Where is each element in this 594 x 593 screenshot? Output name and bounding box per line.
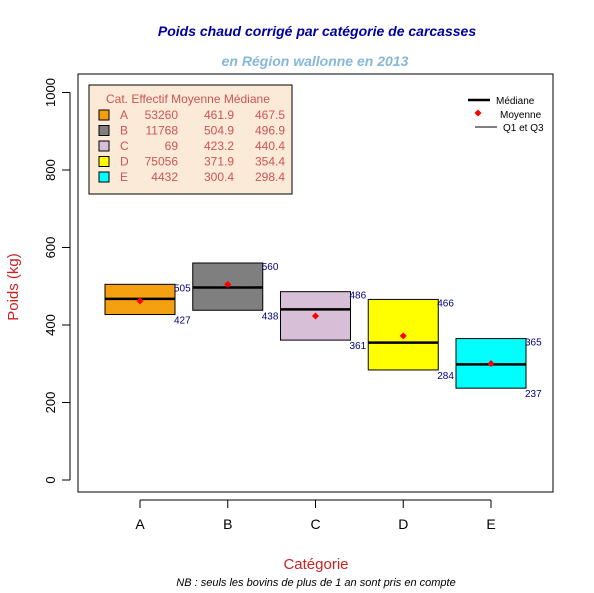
y-tick-label: 600 — [43, 237, 58, 259]
table-count: 11768 — [146, 124, 179, 138]
q1-label-A: 427 — [174, 316, 191, 327]
table-median: 298.4 — [255, 170, 285, 184]
plot-frame — [77, 73, 554, 493]
table-mean: 300.4 — [204, 170, 234, 184]
q3-label-B: 560 — [262, 262, 279, 273]
x-tick-label: C — [310, 516, 320, 532]
table-cat: C — [120, 139, 129, 153]
table-median: 440.4 — [255, 139, 285, 153]
table-median: 496.9 — [255, 124, 285, 138]
mean-point-A — [136, 297, 144, 305]
q3-label-E: 365 — [525, 338, 542, 349]
q1-label-C: 361 — [350, 341, 367, 352]
table-mean: 371.9 — [204, 155, 234, 169]
legend: Médiane Moyenne Q1 et Q3 — [468, 96, 544, 134]
mean-point-E — [487, 360, 495, 368]
table-cat: A — [120, 108, 128, 122]
q1-label-B: 438 — [262, 311, 279, 322]
y-tick-label: 1000 — [43, 78, 58, 107]
table-count: 69 — [165, 139, 179, 153]
y-axis-label: Poids (kg) — [5, 253, 22, 321]
legend-median-label: Médiane — [496, 96, 535, 107]
q1-label-E: 237 — [525, 389, 542, 400]
table-swatch-E — [98, 171, 110, 183]
table-cat: E — [120, 170, 128, 184]
table-swatch-C — [98, 140, 110, 152]
q3-label-A: 505 — [174, 283, 191, 294]
x-axis-label: Catégorie — [283, 556, 348, 573]
table-median: 354.4 — [255, 155, 285, 169]
q1-label-D: 284 — [437, 371, 454, 382]
table-mean: 423.2 — [204, 139, 234, 153]
y-tick-label: 0 — [43, 476, 58, 483]
legend-quartile-label: Q1 et Q3 — [503, 123, 544, 134]
q3-label-C: 486 — [350, 291, 367, 302]
x-axis: A B C D E — [135, 499, 496, 532]
table-swatch-A — [98, 109, 110, 121]
stats-table-background — [88, 84, 293, 195]
x-tick-label: B — [223, 516, 232, 532]
table-count: 75056 — [145, 155, 179, 169]
table-swatch-D — [98, 156, 110, 167]
table-mean: 504.9 — [204, 124, 234, 138]
table-cat: B — [120, 124, 128, 138]
mean-point-D — [399, 332, 407, 340]
stats-table-header: Cat. Effectif Moyenne Médiane — [106, 92, 270, 106]
y-tick-label: 400 — [43, 314, 58, 336]
mean-point-B — [224, 280, 232, 288]
y-axis: 0 200 400 600 800 1000 — [43, 78, 71, 484]
x-tick-label: D — [398, 516, 408, 532]
legend-mean-label: Moyenne — [500, 110, 542, 121]
q3-label-D: 466 — [437, 298, 454, 309]
table-swatch-B — [98, 125, 110, 136]
y-tick-label: 200 — [43, 392, 58, 414]
footnote: NB : seuls les bovins de plus de 1 an so… — [176, 577, 455, 589]
chart-title: Poids chaud corrigé par catégorie de car… — [158, 23, 476, 39]
y-tick-label: 800 — [43, 159, 58, 181]
chart-subtitle: en Région wallonne en 2013 — [222, 53, 409, 69]
mean-point-C — [311, 312, 320, 320]
table-cat: D — [120, 155, 129, 169]
table-mean: 461.9 — [204, 108, 234, 122]
table-median: 467.5 — [255, 108, 285, 122]
legend-mean-swatch — [474, 109, 482, 117]
table-count: 4432 — [151, 170, 178, 184]
x-tick-label: A — [135, 516, 145, 532]
x-tick-label: E — [486, 516, 495, 532]
boxes: 505 427 560 438 486 361 466 284 365 237 — [104, 262, 542, 400]
table-count: 53260 — [145, 108, 179, 122]
stats-table: Cat. Effectif Moyenne Médiane A 53260 461.… — [88, 84, 293, 195]
